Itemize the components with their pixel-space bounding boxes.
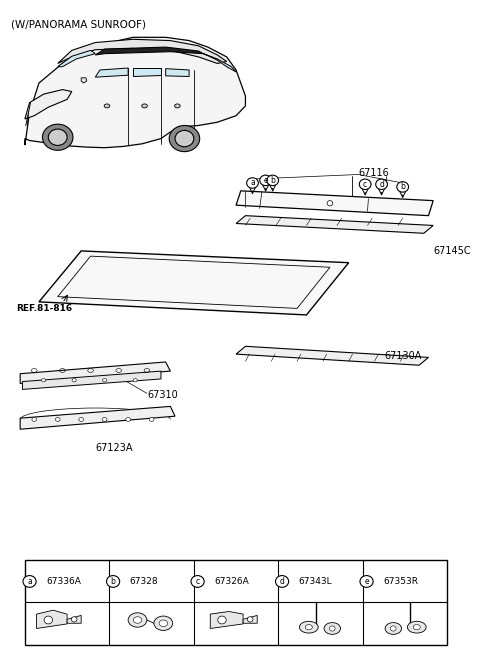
Ellipse shape: [159, 620, 168, 626]
Polygon shape: [95, 47, 203, 55]
Text: c: c: [363, 180, 367, 189]
Polygon shape: [58, 51, 95, 67]
Text: REF.81-816: REF.81-816: [16, 304, 72, 313]
Ellipse shape: [376, 179, 387, 190]
Ellipse shape: [32, 417, 36, 421]
Text: 67310: 67310: [147, 390, 178, 400]
Bar: [25, 560, 447, 645]
Text: b: b: [270, 176, 275, 185]
Ellipse shape: [391, 626, 396, 631]
Text: 67123A: 67123A: [95, 443, 133, 453]
Polygon shape: [236, 216, 433, 234]
Ellipse shape: [360, 575, 373, 587]
Ellipse shape: [175, 131, 194, 147]
Polygon shape: [36, 610, 67, 628]
Polygon shape: [243, 615, 257, 623]
Ellipse shape: [397, 182, 408, 192]
Polygon shape: [236, 191, 433, 216]
Text: (W/PANORAMA SUNROOF): (W/PANORAMA SUNROOF): [11, 19, 146, 30]
Polygon shape: [95, 68, 128, 77]
Ellipse shape: [300, 621, 318, 633]
Ellipse shape: [102, 417, 107, 421]
Ellipse shape: [72, 379, 76, 382]
Polygon shape: [203, 54, 236, 72]
Ellipse shape: [42, 124, 73, 150]
Ellipse shape: [385, 623, 401, 634]
Ellipse shape: [191, 575, 204, 587]
Polygon shape: [236, 346, 429, 365]
Ellipse shape: [359, 179, 371, 190]
Ellipse shape: [169, 125, 200, 152]
Polygon shape: [166, 69, 189, 77]
Polygon shape: [210, 611, 243, 628]
Ellipse shape: [413, 625, 420, 630]
Text: 67328: 67328: [130, 577, 158, 586]
Ellipse shape: [247, 617, 253, 622]
Polygon shape: [58, 39, 227, 64]
Ellipse shape: [41, 379, 46, 382]
Ellipse shape: [104, 104, 110, 108]
Ellipse shape: [126, 417, 131, 421]
Text: d: d: [379, 180, 384, 189]
Text: 67326A: 67326A: [214, 577, 249, 586]
Text: d: d: [280, 577, 285, 586]
Polygon shape: [133, 68, 161, 76]
Ellipse shape: [72, 617, 77, 622]
Ellipse shape: [329, 626, 335, 631]
Ellipse shape: [55, 417, 60, 421]
Ellipse shape: [154, 616, 173, 630]
Text: b: b: [400, 182, 405, 192]
Text: a: a: [250, 178, 255, 188]
Text: c: c: [195, 577, 200, 586]
Text: b: b: [111, 577, 116, 586]
Ellipse shape: [133, 617, 142, 623]
Ellipse shape: [79, 417, 84, 421]
Polygon shape: [25, 37, 245, 148]
Ellipse shape: [267, 175, 278, 186]
Polygon shape: [81, 78, 87, 83]
Polygon shape: [67, 615, 81, 623]
Ellipse shape: [327, 201, 333, 206]
Ellipse shape: [142, 104, 147, 108]
Polygon shape: [25, 90, 72, 119]
Ellipse shape: [149, 417, 154, 421]
Ellipse shape: [247, 178, 258, 188]
Ellipse shape: [276, 575, 288, 587]
Text: 67116: 67116: [358, 168, 389, 178]
Ellipse shape: [324, 623, 340, 634]
Text: 67343L: 67343L: [299, 577, 332, 586]
Ellipse shape: [133, 379, 137, 382]
Ellipse shape: [103, 379, 107, 382]
Text: e: e: [364, 577, 369, 586]
Ellipse shape: [44, 616, 52, 624]
Polygon shape: [20, 362, 170, 384]
Text: 67353R: 67353R: [383, 577, 418, 586]
Text: a: a: [27, 577, 32, 586]
Polygon shape: [39, 251, 348, 315]
Text: 67336A: 67336A: [46, 577, 81, 586]
Ellipse shape: [107, 575, 120, 587]
Ellipse shape: [128, 613, 147, 627]
Ellipse shape: [23, 575, 36, 587]
Polygon shape: [20, 406, 175, 429]
Ellipse shape: [218, 616, 226, 624]
Polygon shape: [23, 371, 161, 390]
Ellipse shape: [175, 104, 180, 108]
Text: e: e: [264, 176, 268, 185]
Text: 67145C: 67145C: [433, 246, 471, 256]
Ellipse shape: [408, 621, 426, 633]
Ellipse shape: [260, 175, 272, 186]
Text: 67130A: 67130A: [384, 351, 421, 361]
Ellipse shape: [48, 129, 67, 146]
Ellipse shape: [305, 625, 312, 630]
